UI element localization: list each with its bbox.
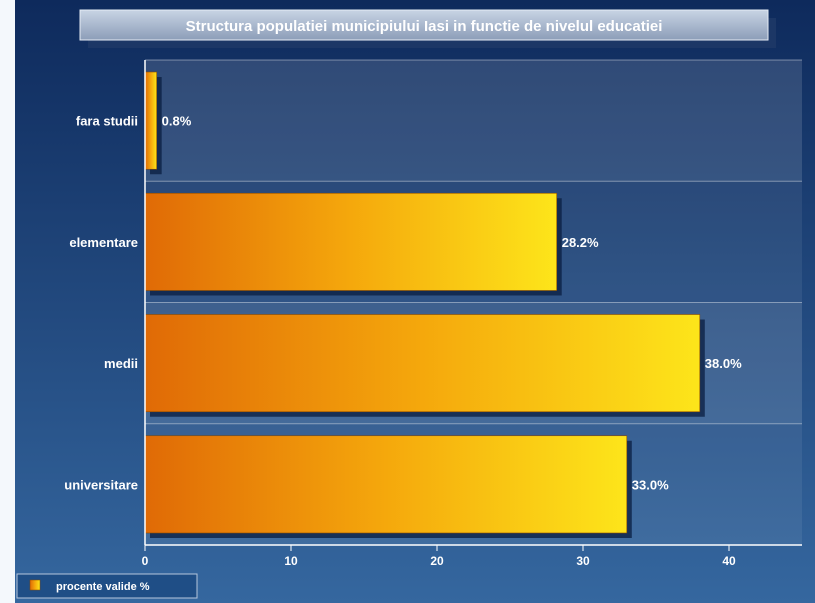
bars: 0.8% 28.2% 38.0% 33.0% [144, 71, 742, 538]
x-tick-label: 40 [722, 554, 736, 568]
bar [144, 314, 701, 413]
value-label: 38.0% [705, 356, 742, 371]
y-axis: fara studii elementare medii universitare [64, 114, 138, 493]
legend-swatch [29, 579, 41, 591]
category-label: medii [104, 356, 138, 371]
category-band [145, 60, 802, 182]
value-label: 33.0% [632, 477, 669, 492]
x-tick-label: 20 [430, 554, 444, 568]
category-label: elementare [69, 235, 138, 250]
x-axis: 0 10 20 30 40 [142, 60, 802, 568]
bar [144, 71, 157, 170]
chart-title: Structura populatiei municipiului Iasi i… [186, 18, 663, 35]
x-tick-label: 30 [576, 554, 590, 568]
title-box: Structura populatiei municipiului Iasi i… [79, 9, 776, 48]
bar [144, 435, 628, 534]
grid-lines [145, 59, 802, 425]
value-label: 0.8% [162, 114, 192, 129]
bar [144, 192, 558, 291]
legend: procente valide % [16, 573, 198, 599]
legend-label: procente valide % [56, 581, 150, 593]
category-label: universitare [64, 477, 138, 492]
x-tick-label: 10 [284, 554, 298, 568]
category-label: fara studii [76, 114, 138, 129]
value-label: 28.2% [562, 235, 599, 250]
x-tick-label: 0 [142, 554, 149, 568]
